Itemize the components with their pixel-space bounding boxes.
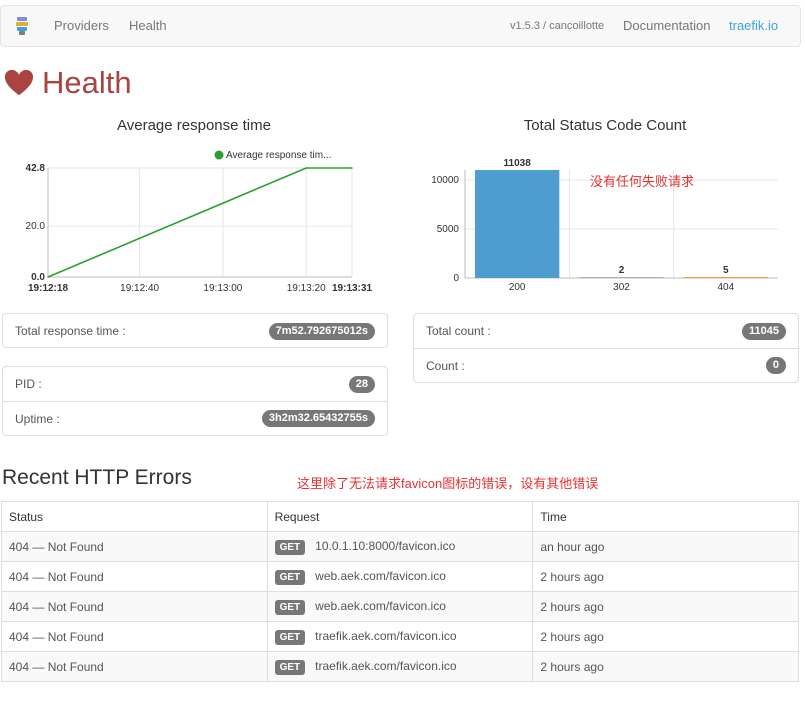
table-row: 404 — Not Found GET web.aek.com/favicon.i… bbox=[1, 591, 799, 622]
request-column-header[interactable]: Request bbox=[266, 501, 534, 532]
table-row: 404 — Not Found GET web.aek.com/favicon.i… bbox=[1, 561, 799, 592]
x-tick-label: 19:13:20 bbox=[287, 283, 326, 294]
y-tick-label: 10000 bbox=[431, 175, 459, 186]
status-count-panel: Total count : 11045 Count : 0 bbox=[413, 313, 799, 383]
method-badge: GET bbox=[274, 629, 306, 645]
data-point bbox=[47, 276, 49, 278]
total-count-badge: 11045 bbox=[742, 322, 786, 340]
total-count-label: Total count : bbox=[426, 324, 491, 338]
table-row: 404 — Not Found GET traefik.aek.com/favic… bbox=[1, 651, 799, 682]
error-time: 2 hours ago bbox=[532, 651, 799, 682]
bar-value-label: 5 bbox=[723, 265, 729, 276]
table-row: 404 — Not Found GET traefik.aek.com/favic… bbox=[1, 621, 799, 652]
error-status: 404 — Not Found bbox=[1, 561, 268, 592]
response-time-line-chart: 19:12:18 19:12:40 19:13:00 19:13:20 19:13:31… bbox=[26, 150, 373, 294]
error-time: 2 hours ago bbox=[532, 621, 799, 652]
status-code-bar-chart: 0 5000 10000 11038 200 2 302 5 404 bbox=[431, 158, 778, 293]
error-time: an hour ago bbox=[532, 531, 799, 562]
error-status: 404 — Not Found bbox=[1, 591, 268, 622]
error-url: traefik.aek.com/favicon.ico bbox=[315, 628, 457, 643]
total-response-time-badge: 7m52.792675012s bbox=[268, 322, 375, 340]
method-badge: GET bbox=[274, 599, 306, 615]
data-point bbox=[305, 167, 307, 169]
error-status: 404 — Not Found bbox=[1, 651, 268, 682]
nav-providers[interactable]: Providers bbox=[54, 18, 109, 33]
y-tick-label: 0 bbox=[453, 273, 459, 284]
error-status: 404 — Not Found bbox=[1, 621, 268, 652]
method-badge: GET bbox=[274, 659, 306, 675]
data-point bbox=[351, 167, 353, 169]
y-tick-label: 5000 bbox=[437, 224, 460, 235]
error-time: 2 hours ago bbox=[532, 591, 799, 622]
error-request: GET traefik.aek.com/favicon.ico bbox=[266, 651, 534, 682]
bar-404 bbox=[683, 277, 768, 278]
process-panel: PID : 28 Uptime : 3h2m32.65432755s bbox=[2, 366, 388, 436]
y-tick-label: 20.0 bbox=[26, 221, 46, 232]
total-response-time-label: Total response time : bbox=[15, 324, 126, 338]
x-tick-label: 19:13:31 bbox=[332, 283, 372, 294]
error-request: GET 10.0.1.10:8000/favicon.ico bbox=[266, 531, 534, 562]
count-badge: 0 bbox=[765, 357, 786, 374]
nav-health[interactable]: Health bbox=[129, 18, 167, 33]
page-title-text: Health bbox=[42, 65, 132, 100]
error-request: GET traefik.aek.com/favicon.ico bbox=[266, 621, 534, 652]
response-time-panel: Total response time : 7m52.792675012s bbox=[2, 313, 388, 348]
error-status: 404 — Not Found bbox=[1, 531, 268, 562]
traefik-logo-icon[interactable] bbox=[15, 17, 29, 35]
pid-badge: 28 bbox=[348, 375, 375, 393]
heart-icon bbox=[4, 69, 34, 96]
nav-traefik-io[interactable]: traefik.io bbox=[729, 18, 779, 33]
bar-value-label: 2 bbox=[619, 265, 625, 276]
page-title: Health bbox=[4, 63, 132, 103]
legend-label: Average response tim... bbox=[226, 150, 331, 161]
error-request: GET web.aek.com/favicon.ico bbox=[266, 591, 534, 622]
y-tick-label: 42.8 bbox=[26, 163, 46, 174]
table-row: 404 — Not Found GET 10.0.1.10:8000/favico… bbox=[1, 531, 799, 562]
count-label: Count : bbox=[426, 358, 465, 373]
x-tick-label: 404 bbox=[717, 282, 734, 293]
y-tick-label: 0.0 bbox=[31, 272, 45, 283]
bar-302 bbox=[579, 277, 664, 278]
uptime-badge: 3h2m32.65432755s bbox=[261, 410, 375, 427]
errors-annotation: 这里除了无法请求favicon图标的错误，设有其他错误 bbox=[297, 476, 599, 491]
x-tick-label: 19:12:40 bbox=[120, 283, 159, 294]
x-tick-label: 200 bbox=[509, 282, 526, 293]
bar-200 bbox=[475, 170, 560, 278]
status-column-header[interactable]: Status bbox=[1, 501, 268, 532]
time-column-header[interactable]: Time bbox=[532, 501, 799, 532]
error-url: traefik.aek.com/favicon.ico bbox=[315, 658, 457, 673]
top-navbar: Providers Health v1.5.3 / cancoillotte D… bbox=[0, 5, 801, 47]
x-tick-label: 19:12:18 bbox=[28, 283, 68, 294]
error-url: web.aek.com/favicon.ico bbox=[315, 568, 446, 583]
bar-chart-title: Total Status Code Count bbox=[523, 117, 687, 134]
recent-errors-title: Recent HTTP Errors bbox=[2, 466, 192, 489]
legend-marker bbox=[214, 150, 224, 160]
error-request: GET web.aek.com/favicon.ico bbox=[266, 561, 534, 592]
pid-label: PID : bbox=[15, 377, 42, 391]
error-time: 2 hours ago bbox=[532, 561, 799, 592]
x-tick-label: 302 bbox=[613, 282, 630, 293]
method-badge: GET bbox=[274, 539, 306, 555]
line-chart-title: Average response time bbox=[117, 117, 271, 134]
x-tick-label: 19:13:00 bbox=[203, 283, 242, 294]
version-label: v1.5.3 / cancoillotte bbox=[510, 20, 605, 32]
uptime-label: Uptime : bbox=[15, 411, 60, 426]
errors-table: Status Request Time 404 — Not Found GET 1… bbox=[1, 501, 799, 682]
nav-documentation[interactable]: Documentation bbox=[623, 18, 711, 33]
bar-value-label: 11038 bbox=[504, 158, 532, 169]
errors-table-header: Status Request Time bbox=[1, 501, 799, 532]
method-badge: GET bbox=[274, 569, 306, 585]
error-url: 10.0.1.10:8000/favicon.ico bbox=[315, 538, 456, 553]
error-url: web.aek.com/favicon.ico bbox=[315, 598, 446, 613]
bar-chart-annotation: 没有任何失败请求 bbox=[590, 174, 695, 189]
